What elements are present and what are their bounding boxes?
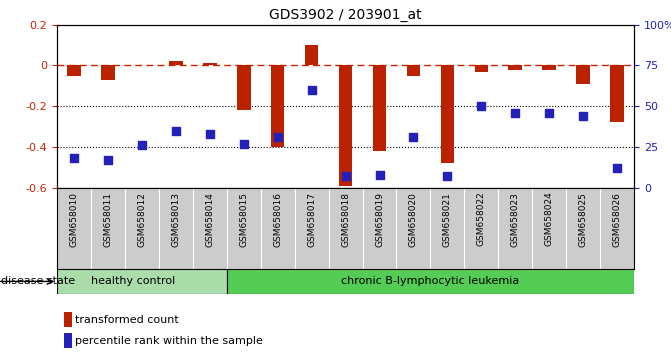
- Bar: [237, 65, 250, 110]
- Bar: [339, 65, 352, 185]
- Text: GSM658019: GSM658019: [375, 192, 384, 247]
- Text: GSM658012: GSM658012: [138, 192, 146, 247]
- Point: [136, 142, 147, 148]
- Point: [205, 131, 215, 137]
- Bar: [203, 63, 217, 65]
- Text: GSM658015: GSM658015: [240, 192, 248, 247]
- Text: percentile rank within the sample: percentile rank within the sample: [75, 336, 263, 346]
- Text: GSM658011: GSM658011: [103, 192, 113, 247]
- Bar: [372, 65, 386, 151]
- Point: [578, 113, 588, 119]
- Point: [103, 157, 113, 163]
- Bar: [64, 312, 72, 327]
- Bar: [64, 333, 72, 348]
- Bar: [441, 65, 454, 163]
- Point: [544, 110, 555, 115]
- Point: [170, 128, 181, 133]
- Bar: [474, 65, 488, 72]
- Text: GSM658025: GSM658025: [578, 192, 588, 247]
- Text: chronic B-lymphocytic leukemia: chronic B-lymphocytic leukemia: [342, 276, 519, 286]
- Point: [442, 173, 453, 179]
- Point: [306, 87, 317, 93]
- Text: GSM658024: GSM658024: [545, 192, 554, 246]
- Bar: [271, 65, 285, 147]
- Text: GSM658014: GSM658014: [205, 192, 214, 247]
- Point: [340, 173, 351, 179]
- Point: [272, 134, 283, 140]
- Bar: [57, 269, 227, 294]
- Text: disease state: disease state: [1, 276, 74, 286]
- Text: GSM658013: GSM658013: [171, 192, 180, 247]
- Point: [408, 134, 419, 140]
- Bar: [407, 65, 420, 76]
- Text: GSM658020: GSM658020: [409, 192, 418, 247]
- Title: GDS3902 / 203901_at: GDS3902 / 203901_at: [269, 8, 422, 22]
- Text: GSM658018: GSM658018: [341, 192, 350, 247]
- Bar: [101, 65, 115, 80]
- Text: GSM658021: GSM658021: [443, 192, 452, 247]
- Text: GSM658026: GSM658026: [613, 192, 621, 247]
- Bar: [611, 65, 624, 122]
- Bar: [67, 65, 81, 76]
- Text: transformed count: transformed count: [75, 315, 179, 325]
- Bar: [305, 45, 319, 65]
- Point: [612, 165, 623, 171]
- Bar: [169, 62, 183, 65]
- Text: healthy control: healthy control: [91, 276, 176, 286]
- Point: [510, 110, 521, 115]
- Point: [238, 141, 249, 147]
- Bar: [227, 269, 634, 294]
- Bar: [542, 65, 556, 70]
- Text: GSM658016: GSM658016: [273, 192, 282, 247]
- Text: GSM658022: GSM658022: [477, 192, 486, 246]
- Text: GSM658023: GSM658023: [511, 192, 520, 247]
- Bar: [509, 65, 522, 70]
- Bar: [576, 65, 590, 84]
- Point: [374, 172, 385, 177]
- Point: [476, 103, 486, 109]
- Point: [68, 155, 79, 161]
- Text: GSM658017: GSM658017: [307, 192, 316, 247]
- Text: GSM658010: GSM658010: [70, 192, 79, 247]
